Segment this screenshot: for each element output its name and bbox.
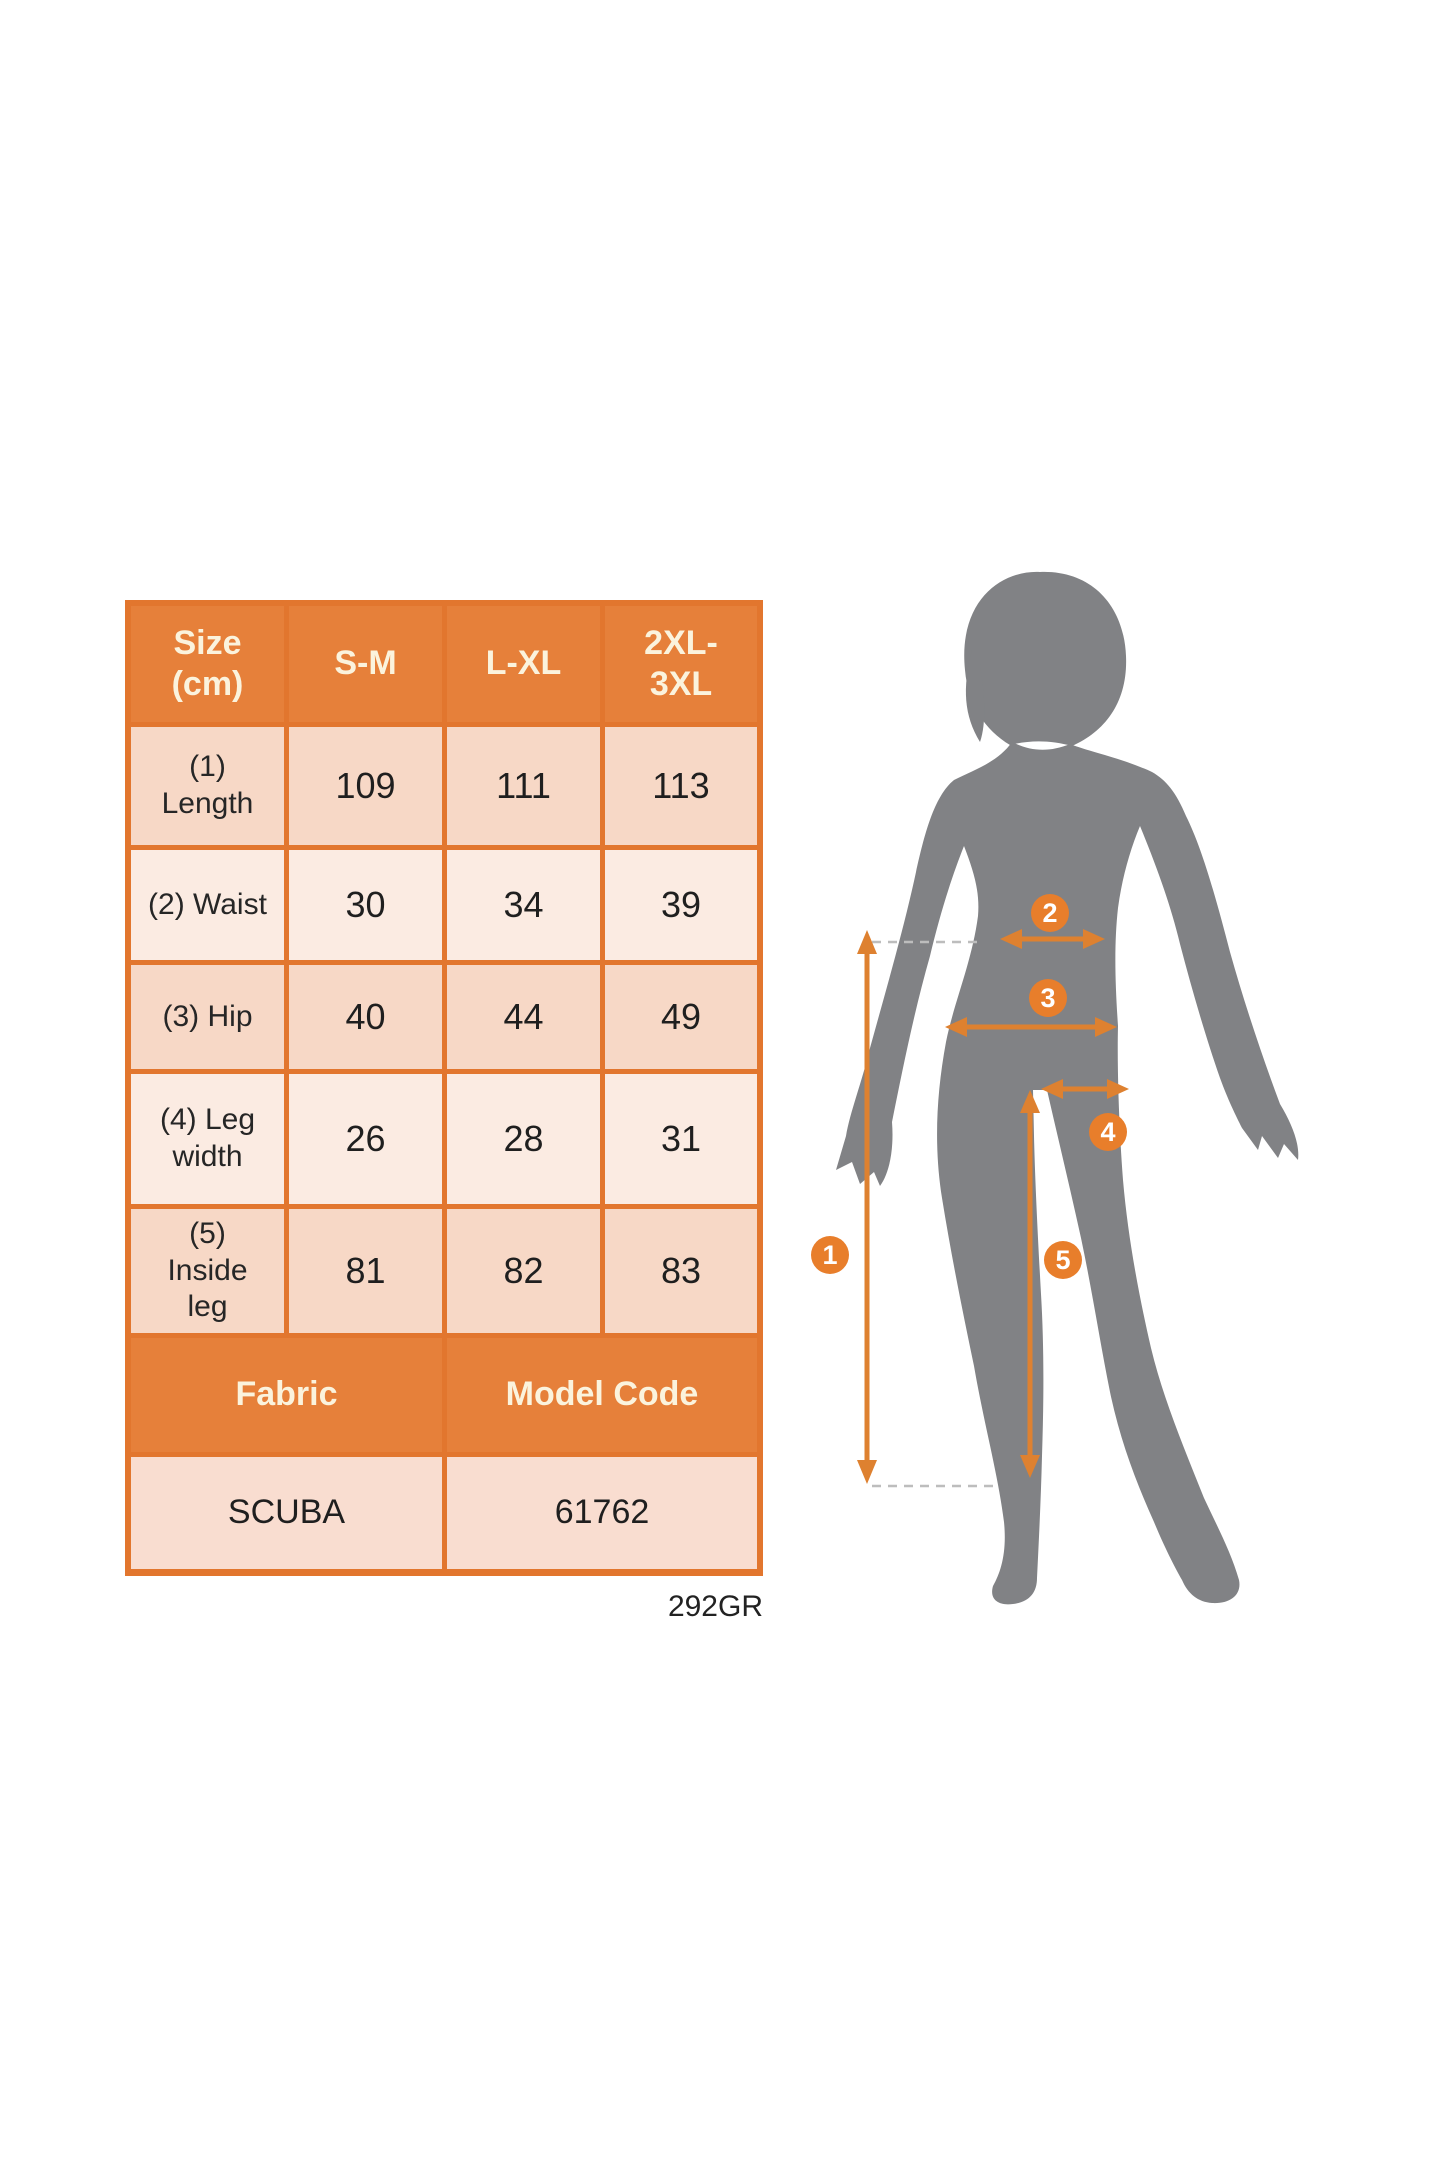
length-sm: 109: [289, 727, 442, 845]
leg-width-2xl3xl: 31: [605, 1074, 757, 1204]
row-label-inside-leg: (5) Inside leg: [131, 1209, 284, 1333]
marker-4-leg-width: 4: [1089, 1113, 1127, 1151]
silhouette-head: [964, 571, 1127, 746]
row-label-leg-width: (4) Leg width: [131, 1074, 284, 1204]
hip-sm: 40: [289, 965, 442, 1069]
hip-arrow: [945, 1017, 1117, 1037]
inside-leg-lxl: 82: [447, 1209, 600, 1333]
marker-2-waist: 2: [1031, 894, 1069, 932]
product-code-footnote: 292GR: [667, 1590, 763, 1623]
length-2xl3xl: 113: [605, 727, 757, 845]
inside-leg-2xl3xl: 83: [605, 1209, 757, 1333]
length-lxl: 111: [447, 727, 600, 845]
marker-1-length: 1: [811, 1236, 849, 1274]
woman-silhouette: [836, 571, 1299, 1605]
marker-3-hip: 3: [1029, 979, 1067, 1017]
model-code-header: Model Code: [447, 1338, 757, 1452]
marker-5-inside-leg: 5: [1044, 1241, 1082, 1279]
hip-lxl: 44: [447, 965, 600, 1069]
row-label-length: (1) Length: [131, 727, 284, 845]
silhouette-hair-wisp: [965, 650, 985, 742]
row-label-waist: (2) Waist: [131, 850, 284, 960]
silhouette-body: [836, 742, 1299, 1605]
column-header-2xl3xl: 2XL- 3XL: [605, 606, 757, 722]
model-code-value: 61762: [447, 1457, 757, 1569]
column-header-sm: S-M: [289, 606, 442, 722]
waist-2xl3xl: 39: [605, 850, 757, 960]
column-header-size: Size (cm): [131, 606, 284, 722]
measurement-figure: [836, 571, 1299, 1605]
fabric-value: SCUBA: [131, 1457, 442, 1569]
size-chart-table: Size (cm) S-M L-XL 2XL- 3XL (1) Length 1…: [125, 600, 763, 1576]
row-label-hip: (3) Hip: [131, 965, 284, 1069]
hip-2xl3xl: 49: [605, 965, 757, 1069]
fabric-header: Fabric: [131, 1338, 442, 1452]
waist-sm: 30: [289, 850, 442, 960]
column-header-lxl: L-XL: [447, 606, 600, 722]
length-arrow: [857, 930, 877, 1484]
leg-width-sm: 26: [289, 1074, 442, 1204]
leg-width-arrow: [1041, 1079, 1129, 1099]
inside-leg-arrow: [1020, 1090, 1040, 1478]
leg-width-lxl: 28: [447, 1074, 600, 1204]
waist-arrow: [1000, 929, 1105, 949]
waist-lxl: 34: [447, 850, 600, 960]
inside-leg-sm: 81: [289, 1209, 442, 1333]
